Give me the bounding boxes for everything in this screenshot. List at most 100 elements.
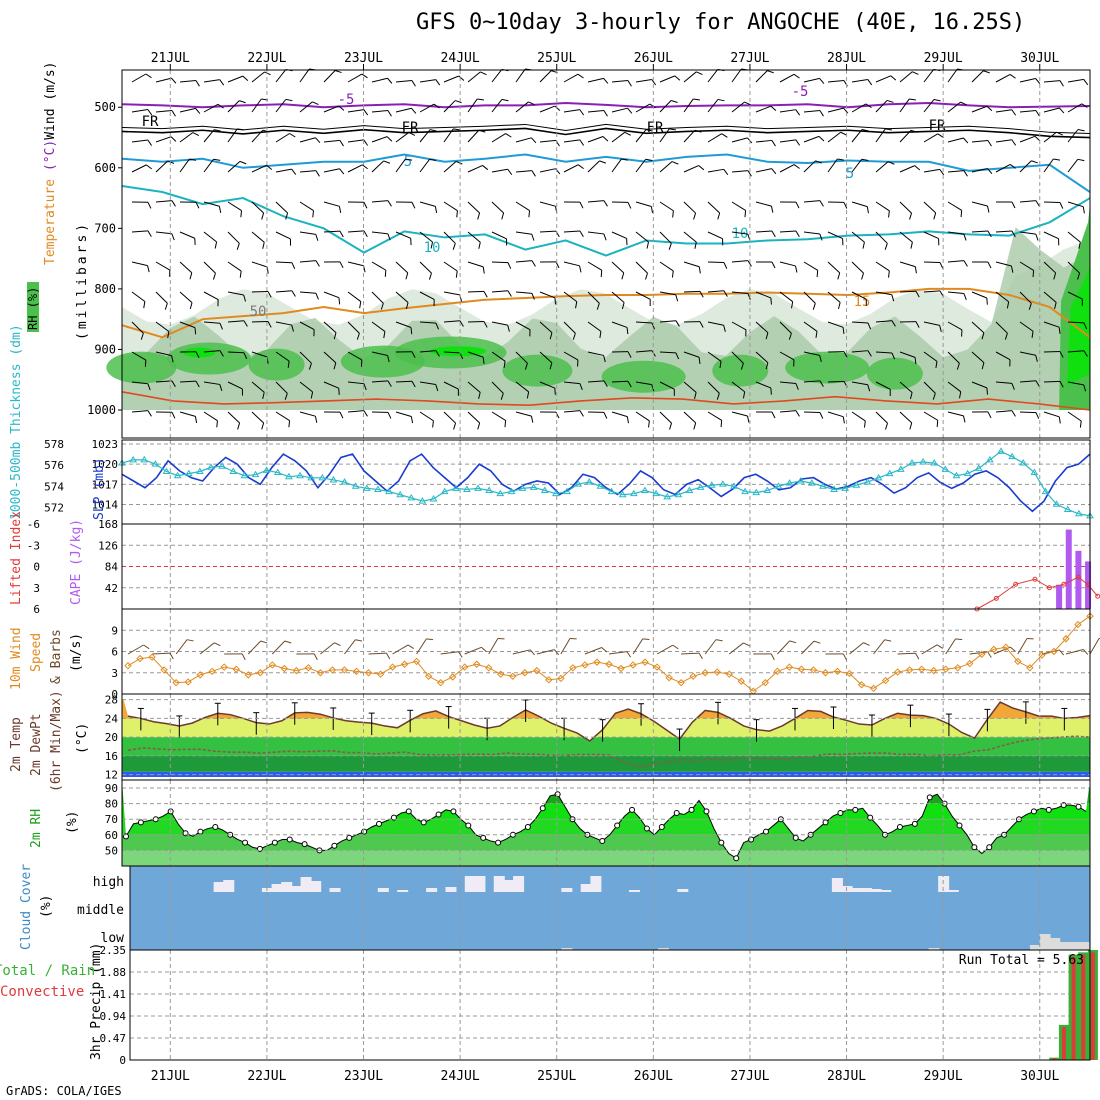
wind-barb-shaft bbox=[491, 99, 503, 113]
wind-barb-flag bbox=[1077, 129, 1085, 132]
wind-barb bbox=[971, 168, 993, 175]
wind-barb-flag bbox=[171, 233, 175, 241]
cloud-high-bar bbox=[310, 881, 322, 892]
wind-barb-flag bbox=[651, 322, 656, 330]
surface-wind-barb bbox=[344, 639, 363, 655]
wind-barb-flag bbox=[694, 242, 697, 249]
surface-wind-barb bbox=[440, 651, 463, 658]
wind-barb-shaft bbox=[1019, 351, 1036, 356]
wind-barb-shaft bbox=[779, 381, 796, 384]
wind-barb bbox=[443, 231, 456, 250]
wind-barb bbox=[1067, 321, 1088, 330]
wind-tick-label: 9 bbox=[111, 624, 118, 637]
wind-axis-label-1: 10m Wind bbox=[9, 627, 24, 690]
surface-barb-shaft bbox=[247, 640, 262, 655]
date-label-top: 30JUL bbox=[1020, 51, 1059, 66]
wind-barb-flag bbox=[239, 100, 246, 104]
surface-wind-barb bbox=[681, 652, 703, 660]
wind-barb-flag bbox=[770, 105, 777, 112]
wind-barb bbox=[539, 381, 556, 395]
thickness-marker bbox=[162, 467, 171, 474]
thickness-marker bbox=[574, 480, 583, 487]
surface-wind-barb bbox=[921, 644, 944, 655]
wind-barb bbox=[899, 201, 913, 220]
wind-barb bbox=[419, 261, 432, 280]
wind-barb bbox=[1019, 135, 1041, 143]
wind-barb bbox=[203, 321, 223, 330]
surface-wind-barb bbox=[1065, 648, 1089, 655]
wind-barb bbox=[587, 110, 608, 117]
wind-barb-flag bbox=[262, 392, 265, 399]
wind-speed-marker bbox=[869, 684, 878, 693]
wind-speed-marker bbox=[136, 654, 144, 663]
wind-barb-flag bbox=[645, 158, 653, 161]
wind-barb-flag bbox=[405, 272, 409, 280]
thickness-tick-label: 572 bbox=[44, 501, 64, 514]
wind-barb-shaft bbox=[1019, 261, 1034, 271]
wind-barb-shaft bbox=[731, 231, 748, 235]
wind-speed-marker bbox=[460, 663, 469, 671]
wind-barb-flag bbox=[147, 202, 152, 209]
wind-speed-line bbox=[127, 615, 1091, 692]
wind-barb bbox=[323, 105, 345, 113]
wind-barb-shaft bbox=[683, 98, 694, 113]
thickness-marker bbox=[218, 462, 227, 469]
thickness-marker bbox=[396, 490, 405, 498]
wind-barb bbox=[155, 291, 168, 310]
wind-barb-shaft bbox=[443, 201, 458, 212]
wind-barb bbox=[1019, 380, 1040, 387]
slp-axis-label: SLP (mb) bbox=[92, 457, 107, 520]
wind-barb-flag bbox=[603, 78, 609, 84]
surface-barb-shaft bbox=[849, 642, 864, 655]
wind-barb-shaft bbox=[803, 291, 816, 304]
wind-barb bbox=[227, 100, 246, 113]
thickness-marker bbox=[952, 471, 961, 479]
thickness-marker bbox=[1052, 500, 1061, 507]
wind-barb-shaft bbox=[491, 290, 508, 293]
thickness-marker bbox=[207, 463, 215, 470]
wind-barb-flag bbox=[554, 388, 556, 395]
wind-barb bbox=[131, 139, 153, 146]
wind-barb bbox=[227, 160, 247, 173]
precip-tick-label: 1.41 bbox=[100, 988, 127, 1001]
cloud-level-label: low bbox=[101, 931, 125, 946]
wind-barb-flag bbox=[698, 357, 701, 364]
wind-barb-flag bbox=[501, 98, 509, 102]
wind-barb-flag bbox=[503, 361, 506, 368]
precip-axis-label: 3hr Precip (mm) bbox=[89, 943, 104, 1060]
wind-barb-flag bbox=[315, 293, 319, 300]
wind-barb-shaft bbox=[587, 160, 600, 173]
wind-barb bbox=[707, 231, 724, 246]
wind-barb-shaft bbox=[515, 137, 532, 143]
wind-barb bbox=[1043, 411, 1061, 424]
wind-barb-flag bbox=[171, 380, 176, 387]
wind-barb-flag bbox=[579, 201, 584, 209]
wind-barb-shaft bbox=[611, 158, 622, 173]
cape-tick-label: 168 bbox=[98, 518, 118, 531]
wind-barb bbox=[299, 170, 320, 177]
surface-barb-flag bbox=[529, 649, 536, 656]
wind-barb-shaft bbox=[563, 291, 578, 303]
slp-line bbox=[121, 453, 1091, 513]
wind-barb-flag bbox=[524, 363, 528, 370]
wind-barb bbox=[899, 381, 913, 400]
wind-barb bbox=[827, 351, 848, 358]
wind-barb-flag bbox=[963, 233, 967, 241]
wind-barb bbox=[275, 321, 294, 332]
wind-barb-shaft bbox=[923, 201, 937, 214]
wind-barb bbox=[371, 110, 392, 117]
wind-barb bbox=[1067, 381, 1087, 392]
wind-barb bbox=[995, 351, 1011, 367]
wind-barb-flag bbox=[453, 422, 457, 430]
wind-barb-flag bbox=[795, 410, 800, 417]
wind-barb bbox=[899, 261, 917, 274]
wind-barb bbox=[395, 411, 414, 424]
thickness-marker bbox=[540, 486, 549, 494]
temp-tick-label: 24 bbox=[105, 712, 119, 725]
cloud-high-bar bbox=[580, 884, 592, 892]
wind-barb-shaft bbox=[1019, 380, 1036, 383]
wind-barb-flag bbox=[405, 302, 409, 310]
wind-barb bbox=[515, 351, 528, 370]
wind-barb-shaft bbox=[851, 103, 867, 113]
wind-barb-shaft bbox=[971, 381, 988, 389]
